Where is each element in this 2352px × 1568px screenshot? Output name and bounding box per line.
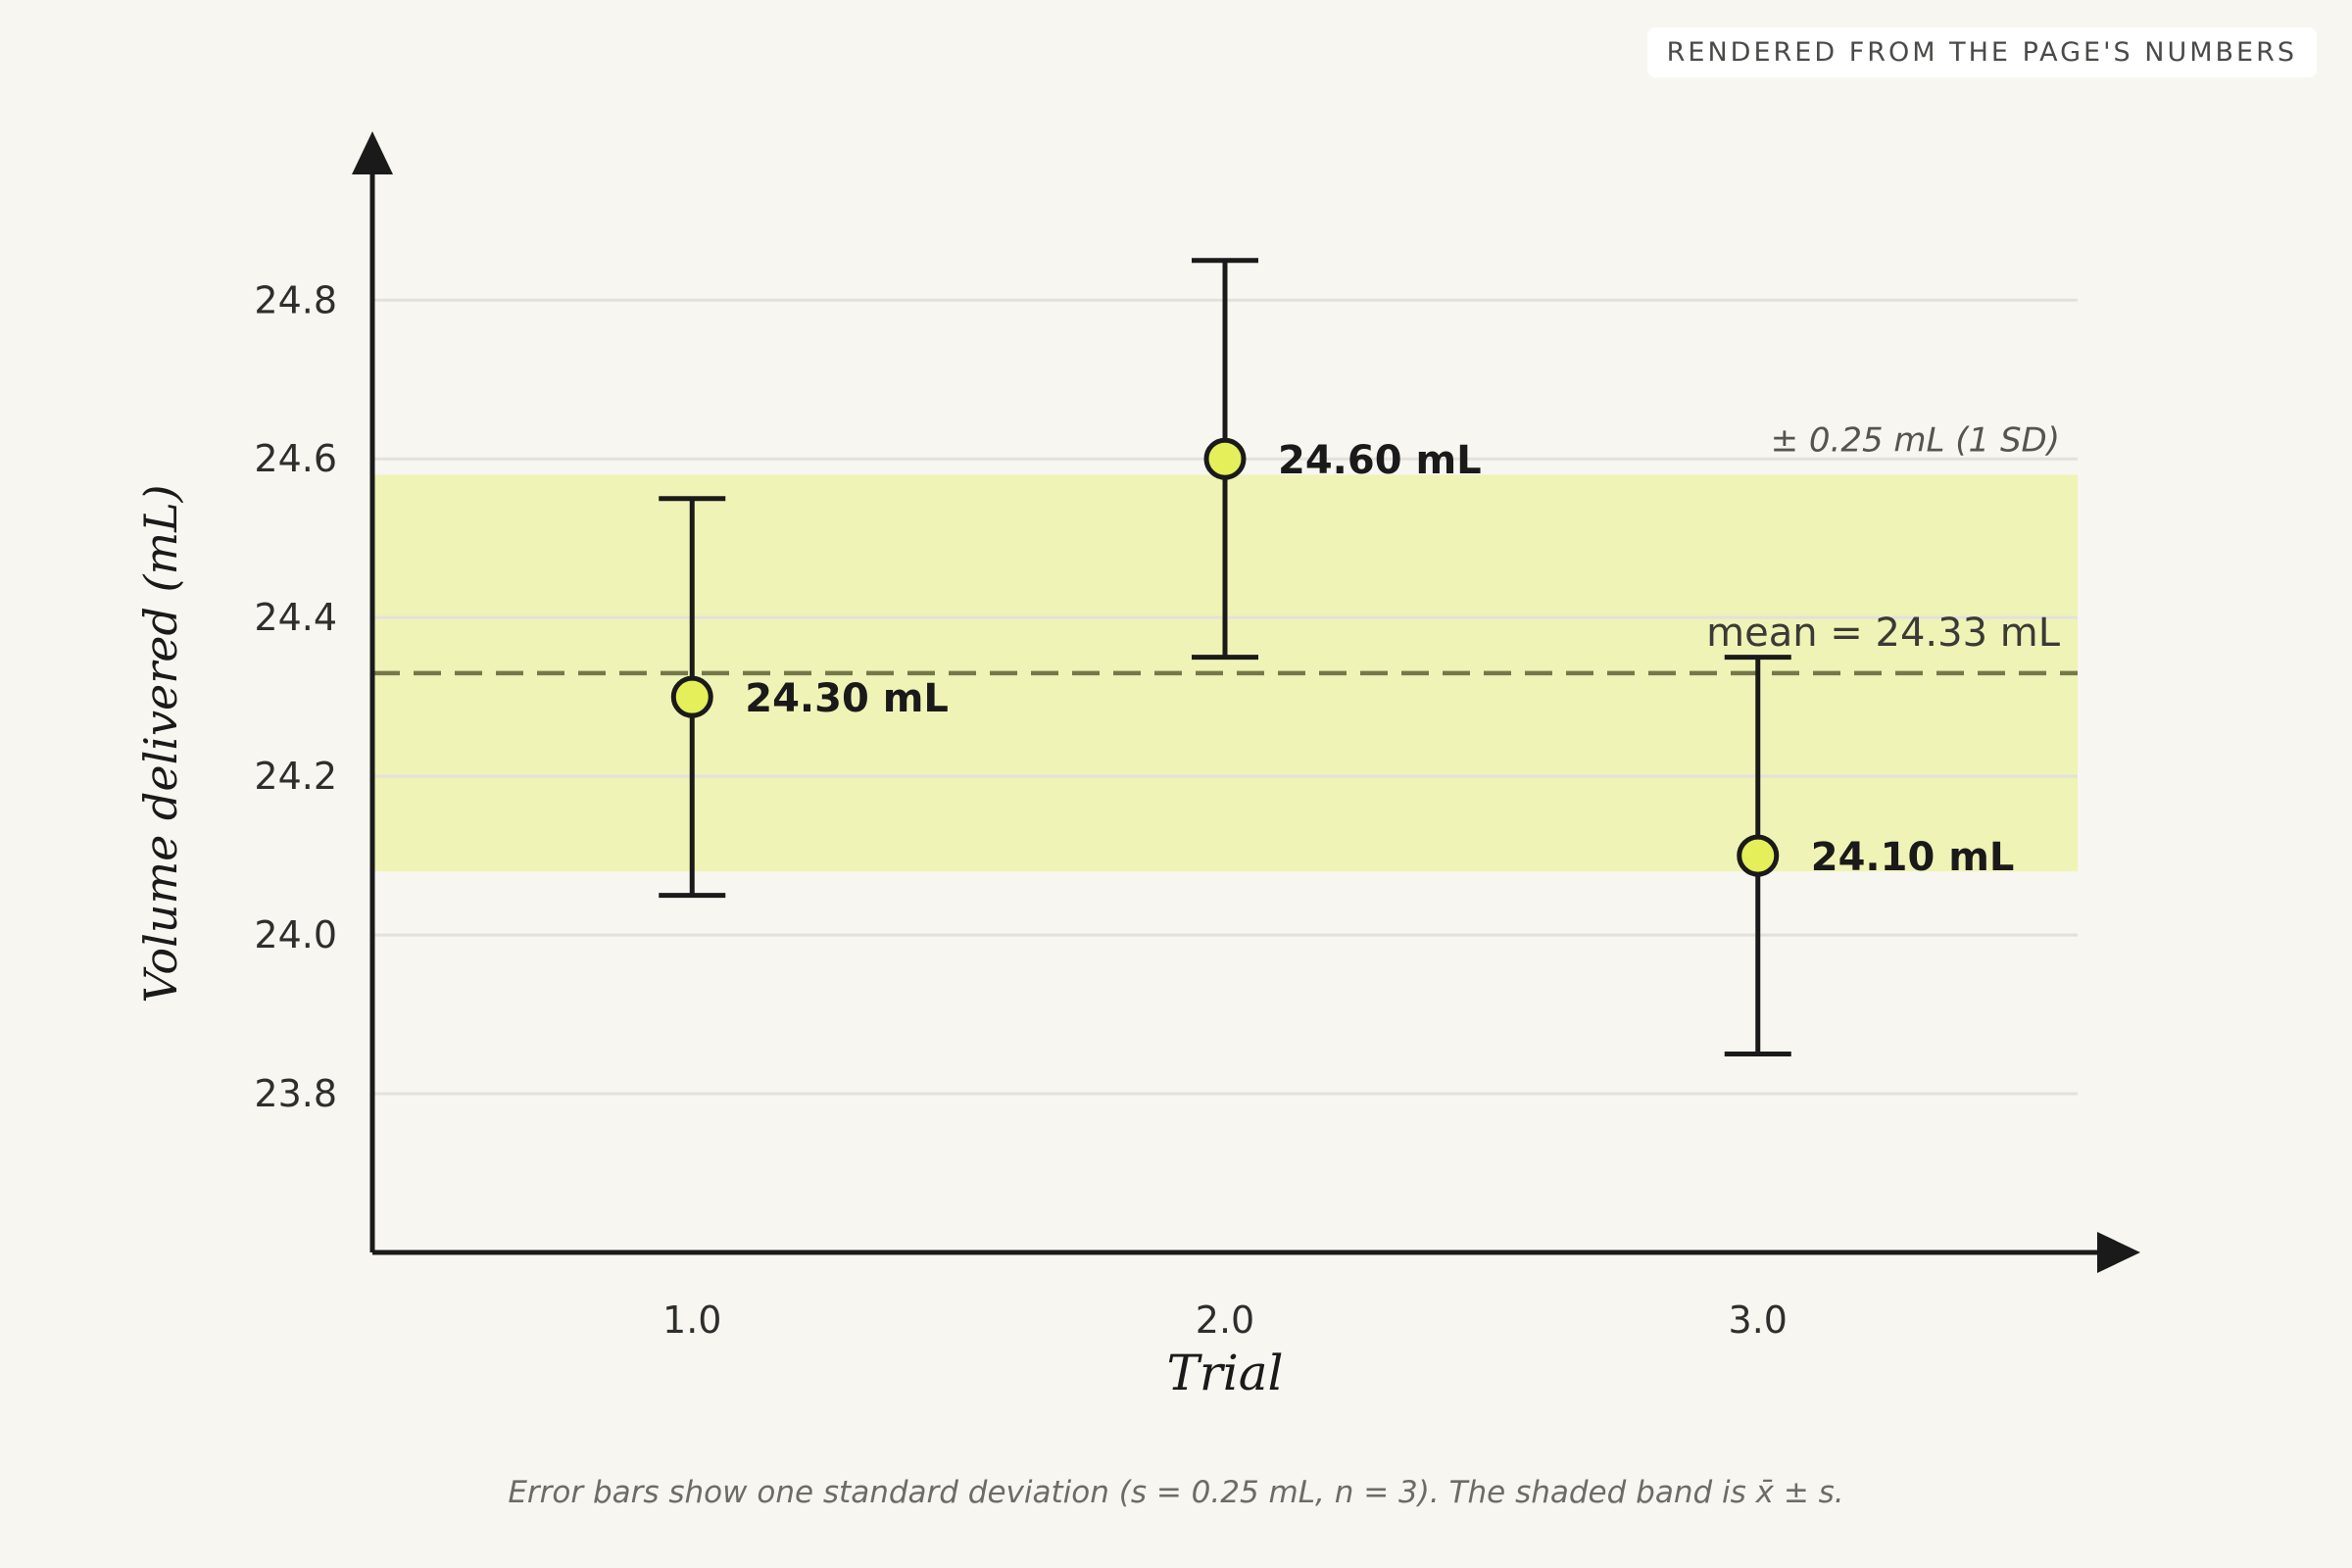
y-tick-label: 24.6 (254, 437, 337, 480)
x-axis-title: Trial (1166, 1345, 1283, 1401)
x-axis-arrow (2097, 1232, 2140, 1273)
data-point (1203, 437, 1247, 480)
x-tick-label: 1.0 (662, 1298, 721, 1342)
mean-label: mean = 24.33 mL (1706, 611, 2061, 656)
y-tick-label: 24.2 (254, 755, 337, 798)
y-tick-label: 24.8 (254, 278, 337, 321)
data-label: 24.60 mL (1278, 438, 1482, 483)
chart-caption: Error bars show one standard deviation (… (508, 1475, 1844, 1510)
x-tick-label: 3.0 (1729, 1298, 1788, 1342)
y-tick-label: 24.4 (254, 596, 337, 639)
y-axis-title: Volume delivered (mL) (134, 484, 187, 1003)
data-point (670, 675, 713, 718)
data-label: 24.10 mL (1811, 835, 2015, 880)
data-point (1737, 834, 1780, 877)
band-label: ± 0.25 mL (1 SD) (1771, 420, 2060, 460)
y-tick-label: 24.0 (254, 913, 337, 956)
data-label: 24.30 mL (745, 676, 949, 721)
y-tick-label: 23.8 (254, 1072, 337, 1115)
y-axis-arrow (352, 131, 393, 174)
source-badge: RENDERED FROM THE PAGE'S NUMBERS (1646, 27, 2317, 77)
x-tick-label: 2.0 (1196, 1298, 1254, 1342)
